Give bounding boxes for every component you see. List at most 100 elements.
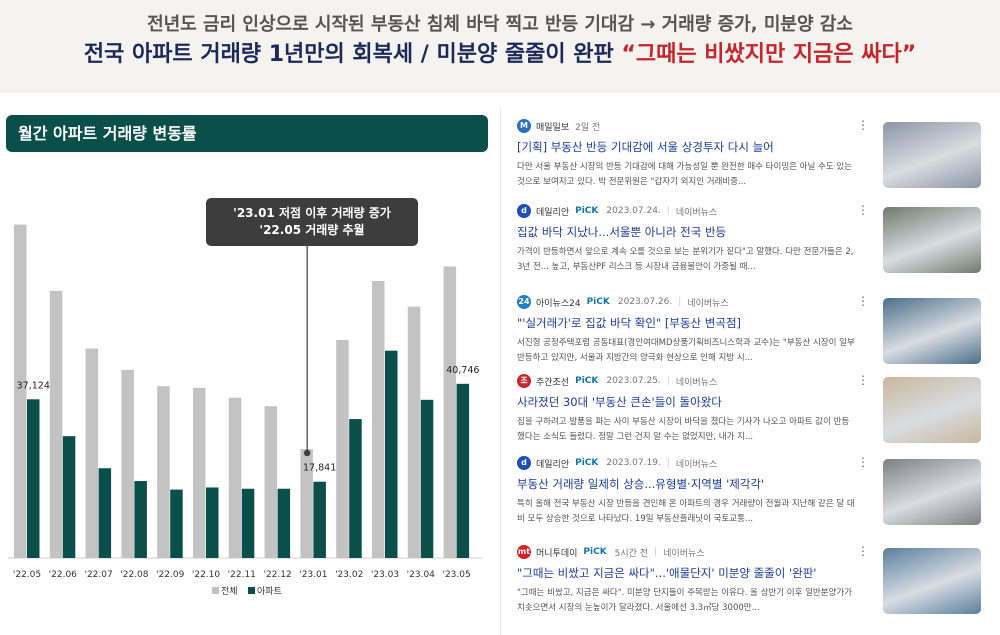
bar-apartment-0 (27, 399, 40, 558)
news-snippet: 집을 구하려고 발품을 파는 사이 부동산 시장이 바닥을 쳤다는 기사가 나오… (517, 417, 850, 442)
news-snippet: 가격이 반등하면서 앞으로 계속 오를 것으로 보는 분위기가 짙다"고 말했다… (517, 247, 854, 272)
x-tick-label: '23.01 (299, 570, 327, 580)
news-thumbnail[interactable] (883, 298, 981, 364)
portal-link[interactable]: 네이버뉴스 (675, 207, 718, 218)
bar-total-8 (300, 448, 313, 558)
news-meta: M 매일일보 2일 전 (517, 118, 993, 134)
news-meta: d 데일리안 PiCK 2023.07.19. | 네이버뉴스 (517, 455, 993, 471)
header-headline: 전국 아파트 거래량 1년만의 회복세 / 미분양 줄줄이 완판 “그때는 비쌌… (0, 36, 1000, 68)
portal-link[interactable]: 네이버뉴스 (675, 377, 718, 388)
news-title-link[interactable]: 사라졌던 30대 '부동산 큰손'들이 돌아왔다 (517, 395, 722, 409)
bar-apartment-10 (385, 350, 398, 558)
news-list: M 매일일보 2일 전 ⋮ [기획] 부동산 반등 기대감에 서울 상경투자 다시 늘어… (500, 108, 1000, 635)
news-meta: 24 아이뉴스24 PiCK 2023.07.26. | 네이버뉴스 (517, 294, 993, 310)
press-name[interactable]: 아이뉴스24 (536, 298, 581, 309)
x-tick-label: '22.12 (263, 570, 291, 580)
data-label: 17,841 (303, 463, 336, 474)
x-tick-label: '23.05 (442, 570, 470, 580)
press-logo-icon: 조 (517, 374, 531, 388)
news-item[interactable]: 조 주간조선 PiCK 2023.07.25. | 네이버뉴스 ⋮ 사라졌던 30대 '부동산… (517, 373, 993, 445)
news-title-link[interactable]: 집값 바닥 지났나...서울뿐 아니라 전국 반등 (517, 225, 727, 239)
bar-apartment-9 (349, 419, 362, 558)
x-tick-label: '22.07 (84, 570, 112, 580)
news-title-link[interactable]: [기획] 부동산 반등 기대감에 서울 상경투자 다시 늘어 (517, 140, 774, 154)
data-label: 40,746 (446, 365, 479, 376)
news-date: 2023.07.24. (606, 206, 661, 216)
legend-swatch-total (212, 587, 219, 594)
news-thumbnail[interactable] (883, 377, 981, 443)
more-options-icon[interactable]: ⋮ (857, 544, 869, 558)
news-date: 5시간 전 (614, 548, 649, 559)
news-item[interactable]: d 데일리안 PiCK 2023.07.19. | 네이버뉴스 ⋮ 부동산 거래량 일제히 상… (517, 455, 993, 527)
headline-quote: “그때는 비쌌지만 지금은 싸다” (621, 42, 917, 67)
legend-label-total: 전체 (221, 586, 238, 597)
portal-link[interactable]: 네이버뉴스 (675, 459, 718, 470)
more-options-icon[interactable]: ⋮ (857, 118, 869, 132)
header-banner: 전년도 금리 인상으로 시작된 부동산 침체 바닥 찍고 반등 기대감 → 거래… (0, 0, 1000, 93)
more-options-icon[interactable]: ⋮ (857, 294, 869, 308)
news-title-link[interactable]: "그때는 비쌌고 지금은 싸다"...'애물단지' 미분양 줄줄이 '완판' (517, 566, 817, 580)
pick-badge: PiCK (575, 376, 599, 386)
bar-apartment-2 (98, 468, 112, 558)
headline-text: 전국 아파트 거래량 1년만의 회복세 / 미분양 줄줄이 완판 (83, 42, 614, 67)
meta-separator: | (678, 297, 682, 307)
bar-total-10 (372, 280, 385, 558)
bar-total-1 (49, 290, 63, 558)
news-thumbnail[interactable] (883, 548, 981, 614)
press-name[interactable]: 데일리안 (536, 459, 570, 470)
news-thumbnail[interactable] (883, 459, 981, 525)
meta-separator: | (666, 376, 670, 386)
header-subtitle: 전년도 금리 인상으로 시작된 부동산 침체 바닥 찍고 반등 기대감 → 거래… (147, 14, 853, 35)
chart-callout: '23.01 저점 이후 거래량 증가 '22.05 거래량 추월 (206, 198, 418, 246)
meta-separator: | (666, 458, 670, 468)
news-meta: d 데일리안 PiCK 2023.07.24. | 네이버뉴스 (517, 203, 993, 219)
pick-badge: PiCK (575, 206, 599, 216)
press-logo-icon: d (517, 456, 531, 470)
callout-line-2: '22.05 거래량 추월 (259, 223, 365, 237)
news-thumbnail[interactable] (883, 122, 981, 188)
more-options-icon[interactable]: ⋮ (857, 203, 869, 217)
press-logo-icon: M (517, 119, 531, 133)
x-tick-label: '22.10 (192, 570, 221, 580)
bar-total-9 (336, 339, 349, 558)
bar-total-3 (121, 369, 134, 558)
legend-swatch-apartment (248, 587, 255, 594)
pick-badge: PiCK (586, 297, 610, 307)
x-tick-label: '22.05 (13, 570, 41, 580)
meta-separator: | (654, 547, 658, 557)
news-meta: 조 주간조선 PiCK 2023.07.25. | 네이버뉴스 (517, 373, 993, 389)
x-tick-label: '23.04 (407, 570, 436, 580)
data-label: 37,124 (17, 380, 50, 391)
portal-link[interactable]: 네이버뉴스 (687, 298, 729, 309)
bar-total-5 (193, 387, 206, 558)
news-title-link[interactable]: 부동산 거래량 일제히 상승...유형별·지역별 '제각각' (517, 477, 765, 491)
news-item[interactable]: mt 머니투데이 PiCK 5시간 전 | 네이버뉴스 ⋮ "그때는 비쌌고 지금은 싸다".… (517, 544, 993, 616)
x-tick-label: '22.11 (228, 570, 256, 580)
news-item[interactable]: d 데일리안 PiCK 2023.07.24. | 네이버뉴스 ⋮ 집값 바닥 지났나...서… (517, 203, 993, 275)
news-item[interactable]: M 매일일보 2일 전 ⋮ [기획] 부동산 반등 기대감에 서울 상경투자 다시 늘어… (517, 118, 993, 190)
portal-link[interactable]: 네이버뉴스 (663, 548, 705, 559)
x-tick-label: '22.09 (156, 570, 185, 580)
press-name[interactable]: 머니투데이 (536, 548, 578, 559)
news-snippet: 특히 올해 전국 부동산 시장 반등을 견인해 온 아파트의 경우 거래량이 전… (517, 499, 855, 524)
press-logo-icon: d (517, 204, 531, 218)
bar-total-7 (264, 406, 278, 558)
press-name[interactable]: 주간조선 (536, 377, 570, 388)
x-tick-label: '22.06 (49, 570, 78, 580)
news-item[interactable]: 24 아이뉴스24 PiCK 2023.07.26. | 네이버뉴스 ⋮ "'실거래가'로 집… (517, 294, 993, 366)
bar-apartment-11 (420, 399, 434, 558)
news-date: 2023.07.26. (617, 297, 673, 307)
press-name[interactable]: 매일일보 (536, 122, 570, 133)
more-options-icon[interactable]: ⋮ (857, 455, 869, 469)
x-tick-label: '23.03 (371, 570, 399, 580)
more-options-icon[interactable]: ⋮ (857, 373, 869, 387)
news-thumbnail[interactable] (883, 207, 981, 273)
news-title-link[interactable]: "'실거래가'로 집값 바닥 확인" [부동산 변곡점] (517, 316, 742, 330)
bar-total-0 (14, 224, 27, 559)
x-tick-label: '22.08 (120, 570, 149, 580)
press-name[interactable]: 데일리안 (536, 207, 570, 218)
x-tick-label: '23.02 (335, 570, 363, 580)
bar-apartment-4 (170, 489, 183, 558)
news-snippet: 다만 서울 부동산 시장의 반등 기대감에 대해 가능성일 뿐 완전한 매수 타… (517, 162, 852, 187)
bar-total-2 (85, 348, 99, 558)
